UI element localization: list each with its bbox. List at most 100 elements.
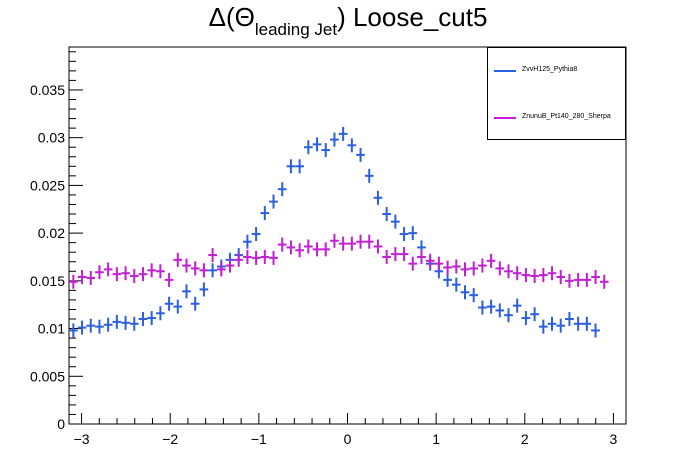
legend-swatch-signal [494,70,516,72]
data-point [164,296,174,311]
data-point [460,262,470,277]
y-axis: 0 0.005 0.01 0.015 0.02 0.025 0.03 0.035 [30,51,83,432]
data-point [495,261,505,276]
y-tick-label: 0.015 [30,273,65,289]
data-point [121,266,130,281]
data-point [408,226,418,241]
data-point [312,242,322,257]
data-point [591,270,600,285]
data-point [512,266,522,281]
data-point [182,258,191,273]
data-point [156,306,165,321]
data-point [382,249,392,264]
data-point [582,272,592,287]
data-point [286,159,296,174]
y-tick-label: 0.025 [30,177,65,193]
data-point [451,277,461,292]
data-point [521,311,531,326]
legend: ZvvH125_Pythia8 ZnunuB_Pt140_280_Sherpa [487,47,626,140]
x-tick-label: 3 [610,431,618,447]
data-point [173,299,183,314]
data-point [138,267,148,282]
data-point [591,323,600,338]
data-point [469,288,479,303]
data-point [364,234,374,249]
data-point [121,315,130,330]
data-point [243,249,252,264]
x-axis: −3 −2 −1 0 1 2 3 [74,413,618,447]
data-point [417,249,426,264]
data-point [391,247,400,262]
data-point [164,272,174,287]
data-point [86,270,96,285]
chart-title-main: Δ(Θ [208,2,255,32]
y-tick-label: 0.035 [30,82,65,98]
data-point [277,237,287,252]
data-point [199,263,209,278]
data-point [312,137,322,152]
data-point [338,126,348,141]
data-point [190,296,200,311]
data-point [573,316,583,331]
data-point [156,264,165,279]
data-point [129,316,139,331]
series-signal [69,126,600,338]
x-tick-label: 1 [432,431,440,447]
data-point [190,261,200,276]
data-point [330,132,339,147]
data-point [95,265,104,280]
data-point [129,269,139,284]
data-point [460,285,470,300]
data-point [69,323,78,338]
data-point [443,260,452,275]
data-point [112,314,122,329]
legend-label-signal: ZvvH125_Pythia8 [522,66,578,73]
data-point [443,272,452,287]
data-point [347,236,357,251]
chart-title-subscript: leading Jet [254,20,338,39]
data-point [512,298,522,313]
data-point [356,234,365,249]
data-point [391,214,400,229]
data-point [504,264,513,279]
data-point [451,259,461,274]
data-point [295,243,304,258]
x-tick-label: 0 [344,431,352,447]
data-point [69,274,78,289]
data-point [364,168,374,183]
data-point [86,318,96,333]
data-point [547,266,557,281]
data-point [556,270,566,285]
x-tick-label: −1 [251,431,267,447]
data-point [565,312,574,327]
data-point [573,272,583,287]
data-point [225,258,235,273]
data-point [382,207,392,222]
data-point [347,138,357,153]
data-point [208,248,217,263]
data-point [338,236,348,251]
data-point [399,227,409,242]
data-point [95,319,104,334]
data-point [504,308,513,323]
data-point [234,252,244,267]
legend-entry-background: ZnunuB_Pt140_280_Sherpa [488,111,627,125]
data-point [373,190,383,205]
data-point [469,261,479,276]
data-point [599,274,609,289]
data-point [260,206,270,221]
data-point [295,159,304,174]
data-point [486,253,496,268]
legend-swatch-background [494,117,516,119]
data-point [103,262,113,277]
data-point [434,256,444,271]
y-tick-label: 0.02 [38,225,65,241]
data-point [269,250,278,265]
data-point [495,303,505,318]
data-point [303,239,313,254]
data-point [303,140,313,155]
data-point [530,269,539,284]
y-tick-label: 0.01 [38,321,65,337]
data-point [103,317,113,332]
series-layer [69,126,609,338]
